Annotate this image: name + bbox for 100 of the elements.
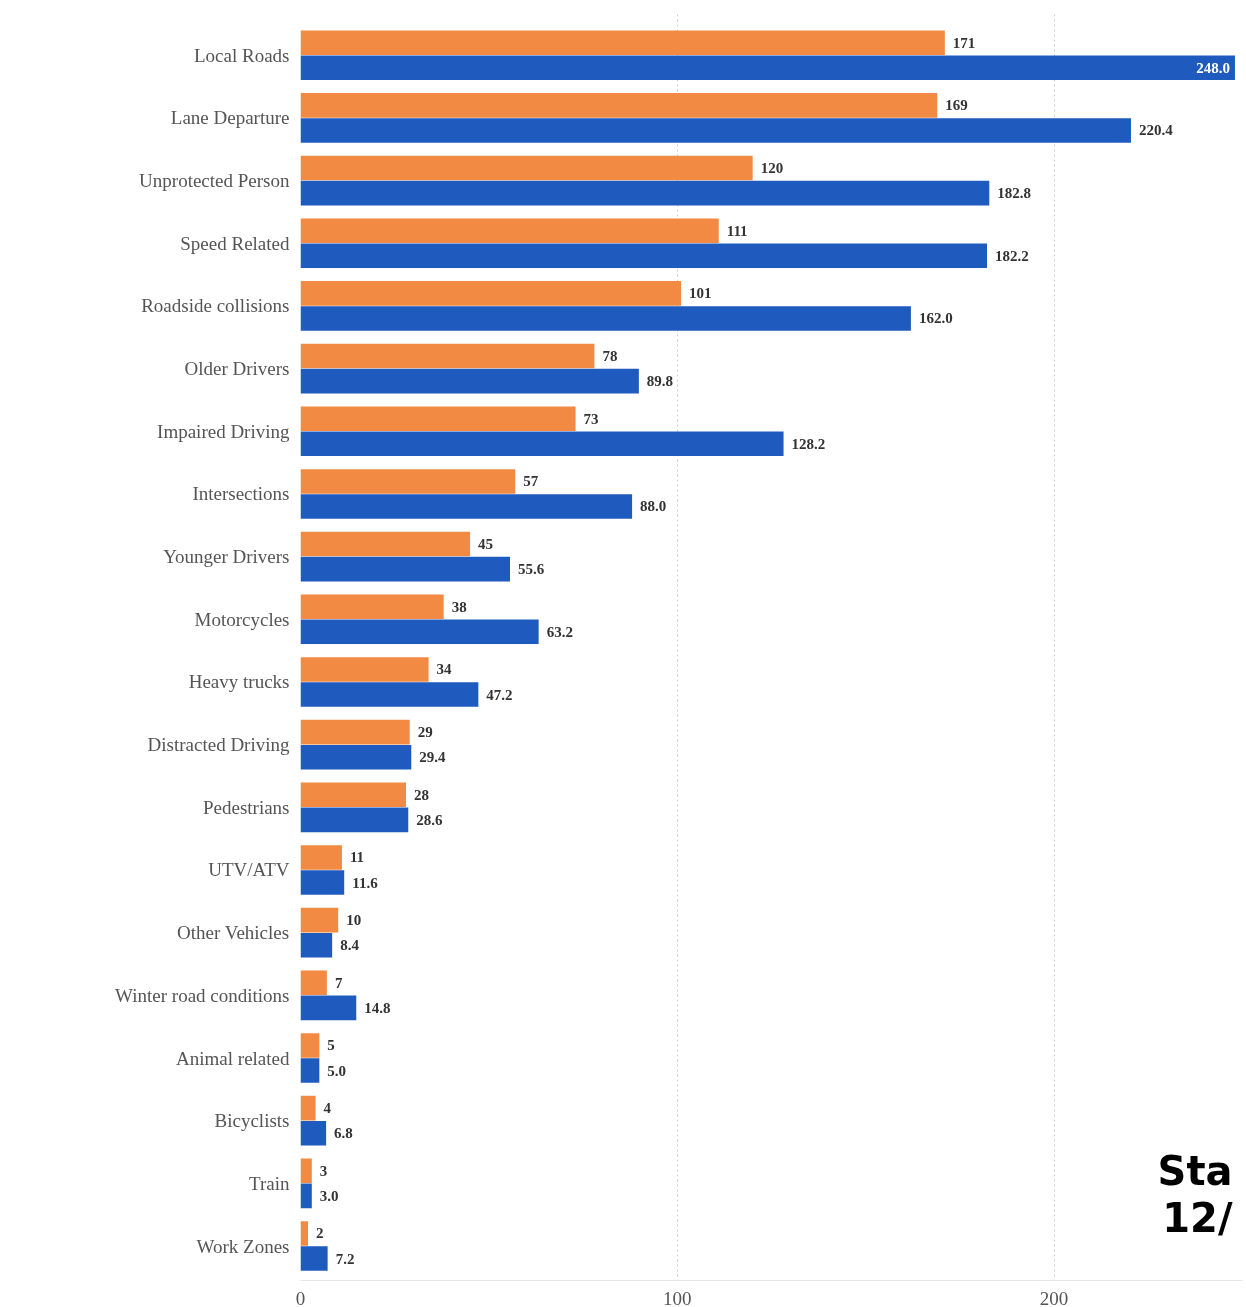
data-label: 182.8 xyxy=(997,185,1032,202)
data-label: 169 xyxy=(945,97,968,114)
annotation: 12/ xyxy=(1162,1194,1233,1241)
bar xyxy=(300,932,333,958)
bar xyxy=(300,782,406,808)
y-tick-label: Older Drivers xyxy=(184,358,290,380)
bar xyxy=(300,719,410,745)
data-label: 120 xyxy=(760,160,784,177)
data-label: 34 xyxy=(436,661,453,678)
data-label: 10 xyxy=(346,912,362,929)
data-label: 5.0 xyxy=(327,1062,347,1079)
bar xyxy=(300,531,471,557)
data-label: 162.0 xyxy=(918,310,953,327)
data-label: 171 xyxy=(952,34,976,51)
x-tick-label: 100 xyxy=(663,1287,692,1307)
y-tick-label: Animal related xyxy=(176,1047,290,1069)
bar xyxy=(300,970,327,996)
bar xyxy=(300,1158,312,1184)
bar xyxy=(300,55,1235,81)
data-label: 29 xyxy=(417,724,433,741)
y-tick-label: Winter road conditions xyxy=(115,984,290,1006)
y-tick-label: Other Vehicles xyxy=(177,922,290,944)
bar xyxy=(300,657,429,682)
data-label: 29.4 xyxy=(419,749,447,766)
y-tick-label: UTV/ATV xyxy=(208,859,290,881)
data-label: 220.4 xyxy=(1138,122,1174,139)
data-label: 6.8 xyxy=(334,1125,353,1142)
bar xyxy=(300,1246,328,1271)
bar xyxy=(300,1095,316,1121)
bar xyxy=(300,343,595,369)
bar xyxy=(300,155,753,181)
bar xyxy=(300,1058,320,1083)
y-tick-label: Roadside collisions xyxy=(141,295,290,317)
y-tick-label: Impaired Driving xyxy=(157,420,290,442)
bar xyxy=(300,431,784,457)
bar xyxy=(300,368,639,394)
y-tick-label: Pedestrians xyxy=(202,796,290,818)
data-label: 47.2 xyxy=(486,686,513,703)
data-label: 73 xyxy=(583,410,599,427)
y-tick-label: Lane Departure xyxy=(170,107,290,129)
bar xyxy=(300,1033,320,1058)
y-tick-label: Unprotected Person xyxy=(139,170,290,192)
data-label: 45 xyxy=(478,536,494,553)
bar xyxy=(300,744,412,770)
y-tick-label: Motorcycles xyxy=(194,608,290,630)
y-tick-label: Train xyxy=(249,1172,290,1194)
data-label: 38 xyxy=(451,598,467,615)
bar xyxy=(300,180,990,206)
bar xyxy=(300,845,342,870)
data-label: 7.2 xyxy=(335,1250,355,1267)
bar xyxy=(300,494,633,519)
bar xyxy=(300,1183,312,1209)
bar xyxy=(300,30,945,55)
data-label: 3 xyxy=(319,1162,328,1179)
data-label: 182.2 xyxy=(995,247,1029,264)
bar xyxy=(300,218,719,244)
bar xyxy=(300,281,682,306)
bar xyxy=(300,406,576,432)
data-label: 78 xyxy=(602,348,618,365)
bar xyxy=(300,995,357,1021)
x-tick-label: 0 xyxy=(295,1287,306,1307)
data-label: 128.2 xyxy=(791,435,826,452)
data-label: 2 xyxy=(316,1225,324,1242)
bar xyxy=(300,594,444,620)
data-label: 88.0 xyxy=(640,498,667,515)
data-label: 11.6 xyxy=(352,874,379,891)
data-label: 11 xyxy=(349,849,365,866)
data-label: 4 xyxy=(323,1100,332,1117)
bar xyxy=(300,469,516,494)
data-label: 89.8 xyxy=(646,373,674,390)
y-tick-label: Intersections xyxy=(192,483,290,505)
bar xyxy=(300,306,911,331)
x-tick-label: 200 xyxy=(1039,1287,1069,1307)
bar xyxy=(300,93,938,118)
bar xyxy=(300,682,479,707)
bar xyxy=(300,1120,327,1146)
data-label: 57 xyxy=(523,473,539,490)
bar xyxy=(300,870,345,895)
annotation: Sta xyxy=(1157,1147,1233,1194)
bar xyxy=(300,118,1131,143)
y-tick-label: Distracted Driving xyxy=(147,734,290,756)
data-label: 63.2 xyxy=(546,623,573,640)
bar xyxy=(300,556,510,582)
data-label: 101 xyxy=(689,285,712,302)
data-label: 55.6 xyxy=(518,561,545,578)
y-tick-label: Heavy trucks xyxy=(188,671,290,693)
data-label: 14.8 xyxy=(364,999,391,1016)
bar xyxy=(300,907,339,933)
data-label: 8.4 xyxy=(340,937,360,954)
data-label: 28 xyxy=(414,786,429,803)
data-label: 111 xyxy=(726,222,748,239)
data-label: 28.6 xyxy=(416,811,444,828)
y-tick-label: Work Zones xyxy=(196,1235,290,1257)
y-tick-label: Local Roads xyxy=(194,44,290,66)
bar xyxy=(300,1221,309,1246)
y-tick-label: Younger Drivers xyxy=(163,546,290,568)
data-label: 5 xyxy=(327,1037,335,1054)
bar xyxy=(300,243,988,269)
data-label: 3.0 xyxy=(319,1187,339,1204)
y-tick-label: Bicyclists xyxy=(214,1110,290,1132)
